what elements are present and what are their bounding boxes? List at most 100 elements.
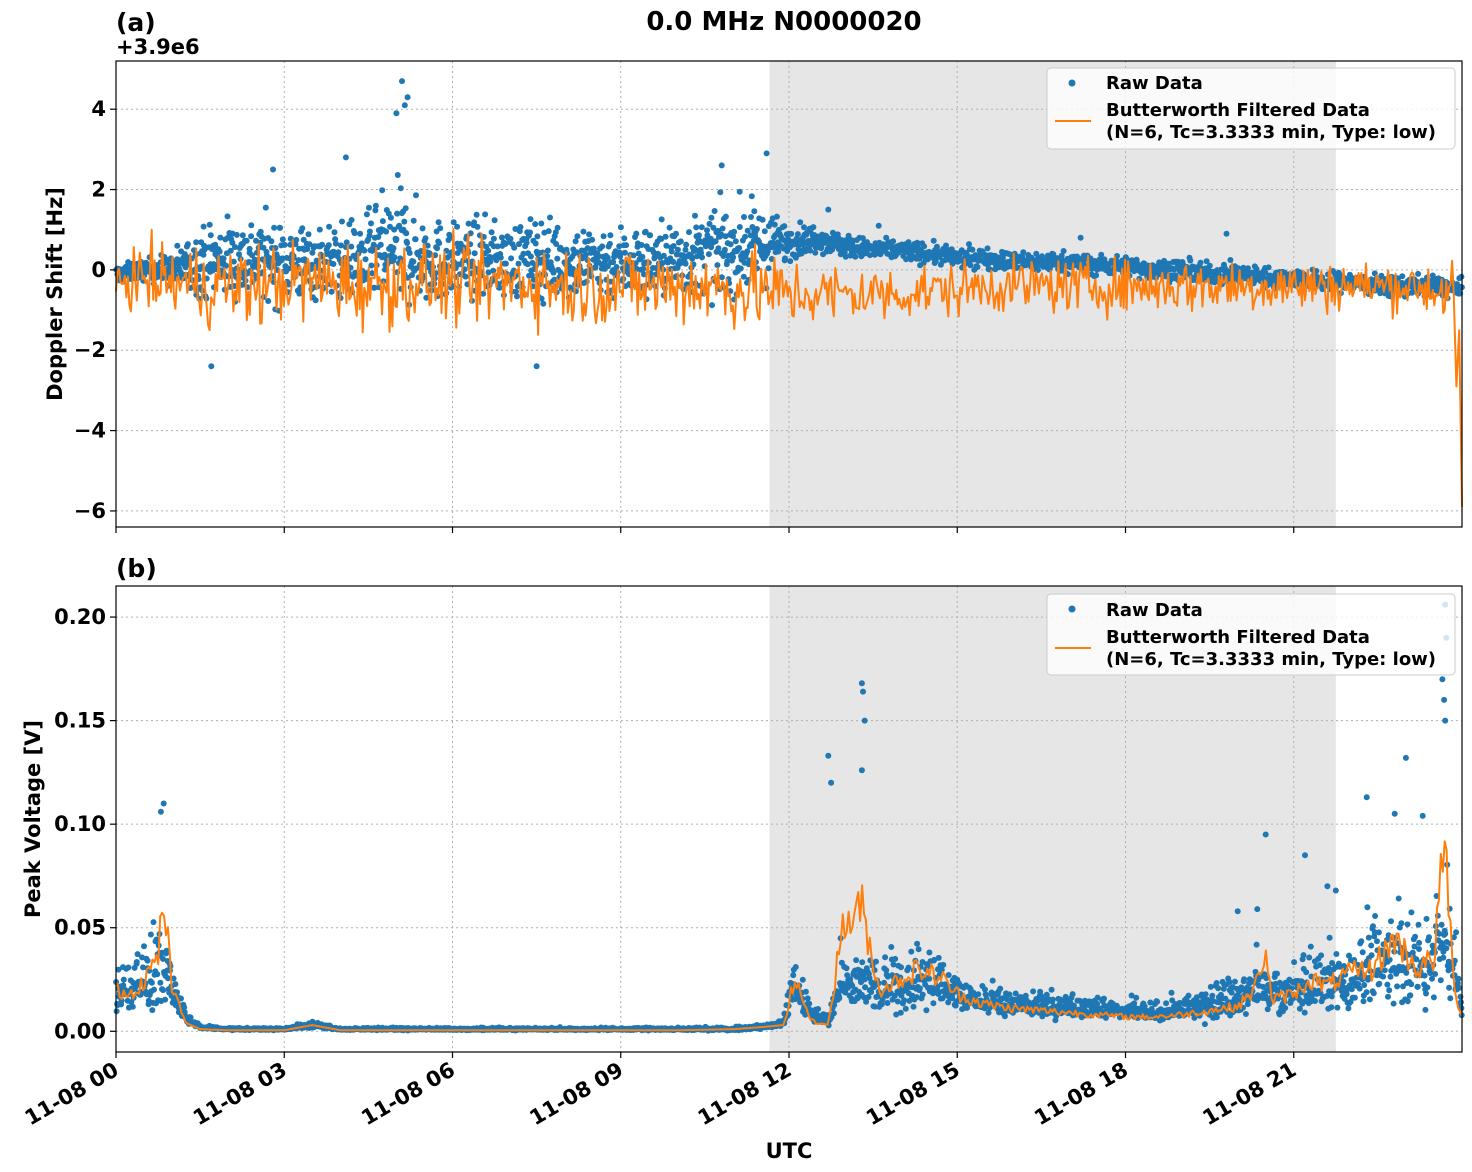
raw-point [1265,264,1272,271]
raw-point [967,262,974,269]
raw-point [890,238,897,245]
raw-point [538,220,545,227]
raw-point [888,944,895,950]
raw-point [623,242,630,249]
raw-outlier-point [1223,230,1230,237]
raw-point [216,248,223,255]
raw-point [1215,985,1222,992]
raw-point [744,248,751,255]
raw-point [437,225,444,232]
raw-point [599,243,606,250]
raw-point [490,235,497,242]
raw-point [410,258,417,265]
y-tick-label: 0 [91,258,106,282]
panel-a-label: (a) [116,8,156,37]
raw-point [727,241,734,248]
raw-point [485,269,492,276]
raw-point [1133,994,1140,1001]
raw-point [496,284,503,291]
raw-point [368,262,375,269]
raw-point [491,217,498,224]
panel-a-offset-text: +3.9e6 [116,35,200,59]
raw-point [281,241,288,248]
raw-point [125,964,132,971]
raw-point [892,955,899,962]
raw-point [402,205,409,212]
raw-point [914,940,921,947]
raw-point [984,245,991,252]
raw-outlier-point [718,162,725,169]
raw-point [704,227,710,234]
raw-point [144,957,151,964]
raw-point [926,949,933,956]
raw-point [736,188,743,195]
raw-point [692,212,698,219]
raw-point [781,223,788,230]
raw-point [1226,979,1233,986]
raw-point [836,995,843,1002]
raw-point [229,239,236,246]
raw-point [775,248,782,255]
raw-point [498,234,505,241]
raw-point [268,238,275,245]
raw-point [782,255,788,262]
legend-filtered-label-line: Butterworth Filtered Data [1106,100,1370,121]
raw-point [326,223,333,230]
raw-point [1048,986,1055,993]
raw-point [362,256,369,263]
raw-point [1399,273,1406,280]
raw-point [390,245,397,252]
raw-point [908,948,915,955]
raw-point [930,1000,937,1007]
raw-point [1228,989,1235,996]
raw-point [666,224,673,231]
raw-point [1291,959,1298,966]
raw-point [528,272,535,279]
raw-point [677,238,684,245]
raw-point [551,276,558,283]
raw-point [206,221,213,228]
raw-point [736,224,743,230]
raw-point [1306,954,1313,961]
raw-point [133,959,140,965]
raw-point [901,997,908,1004]
raw-point [534,233,541,240]
raw-point [331,229,338,236]
raw-point [485,247,492,254]
raw-point [554,255,561,262]
raw-point [249,252,256,259]
raw-point [366,228,373,235]
raw-point [582,251,589,258]
legend-raw-label: Raw Data [1106,73,1203,94]
raw-point [148,979,155,986]
panel-b-label: (b) [116,554,157,583]
raw-point [497,254,504,261]
raw-point [147,931,154,938]
raw-point [423,294,430,301]
raw-point [916,985,923,992]
raw-point [413,192,419,199]
raw-point [332,236,339,243]
raw-point [412,236,419,243]
raw-point [640,265,647,272]
raw-point [1206,262,1213,269]
raw-point [513,288,519,295]
raw-point [547,214,553,221]
raw-point [436,240,443,247]
raw-point [1101,995,1107,1002]
raw-point [172,981,179,988]
raw-point [262,204,269,211]
panel-a: (a) +3.9e6 420−2−4−6 Doppler Shift [Hz] … [43,8,1465,533]
raw-point [515,260,522,267]
raw-point [1187,257,1194,264]
raw-point [761,228,768,235]
raw-point [257,228,264,235]
raw-point [897,1009,904,1016]
raw-point [480,290,487,297]
raw-point [200,223,207,230]
raw-point [248,222,255,229]
raw-point [1274,970,1280,977]
raw-point [799,976,806,983]
raw-point [930,237,937,244]
raw-point [372,207,379,214]
